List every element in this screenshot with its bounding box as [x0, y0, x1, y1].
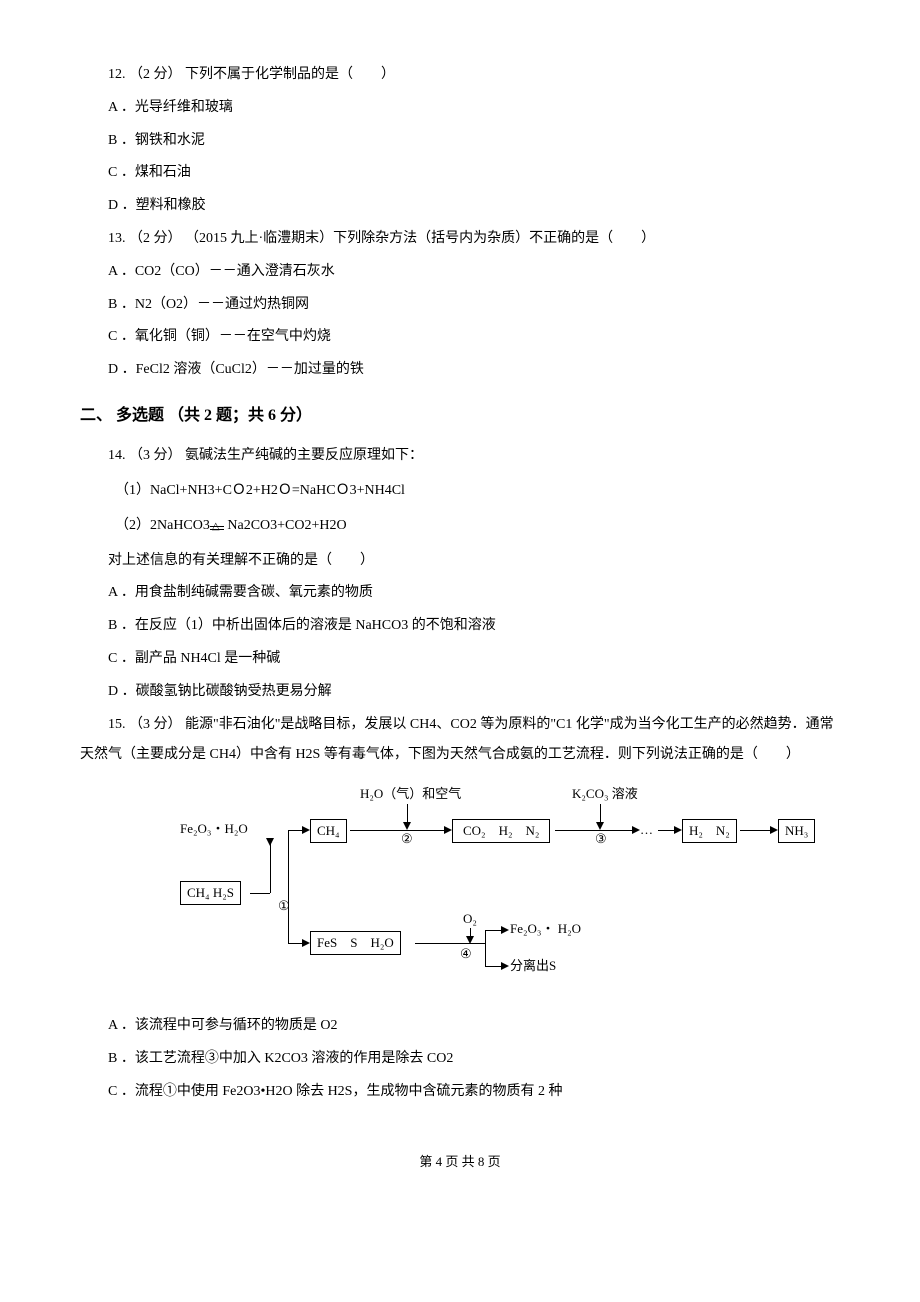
- q14-formula-1: （1）NaCl+NH3+CＯ2+H2Ｏ=NaHCＯ3+NH4Cl: [80, 476, 840, 507]
- q15-option-a: A ．该流程中可参与循环的物质是 O2: [80, 1011, 840, 1042]
- q14-formula-2-right: Na2CO3+CO2+H2O: [224, 518, 347, 533]
- label-k2co3: K₂CO₃ 溶液: [572, 786, 638, 802]
- box-ch4: CH₄: [310, 819, 347, 843]
- section-2-header: 二、 多选题 （共 2 题；共 6 分）: [80, 398, 840, 433]
- q12-option-c: C ．煤和石油: [80, 158, 840, 189]
- q13-option-c: C ．氧化铜（铜）－－在空气中灼烧: [80, 322, 840, 353]
- out-separate-s: 分离出S: [510, 958, 556, 974]
- box-h2-n2: H₂ N₂: [682, 819, 737, 843]
- q13-option-d: D ．FeCl2 溶液（CuCl2）－－加过量的铁: [80, 355, 840, 386]
- dots: …: [640, 822, 655, 838]
- box-nh3: NH₃: [778, 819, 815, 843]
- box-fes: FeS S H₂O: [310, 931, 401, 955]
- q13-stem: 13. （2 分） （2015 九上·临澧期末）下列除杂方法（括号内为杂质）不正…: [80, 224, 840, 255]
- label-o2: O₂: [463, 911, 477, 927]
- circled-3: ③: [595, 831, 607, 847]
- q15-option-c: C ．流程①中使用 Fe2O3•H2O 除去 H2S，生成物中含硫元素的物质有 …: [80, 1077, 840, 1108]
- page-footer: 第 4 页 共 8 页: [80, 1148, 840, 1177]
- out-fe2o3: Fe₂O₃・ H₂O: [510, 921, 581, 937]
- q14-option-d: D ．碳酸氢钠比碳酸钠受热更易分解: [80, 677, 840, 708]
- circled-2: ②: [401, 831, 413, 847]
- q12-option-a: A ．光导纤维和玻璃: [80, 93, 840, 124]
- process-flowchart: H₂O（气）和空气 K₂CO₃ 溶液 Fe₂O₃・H₂O CH₄ CO₂ H₂ …: [180, 786, 830, 996]
- q14-formula-2: （2）2NaHCO3△ Na2CO3+CO2+H2O: [80, 511, 840, 542]
- q12-option-b: B ．钢铁和水泥: [80, 126, 840, 157]
- q14-stem: 14. （3 分） 氨碱法生产纯碱的主要反应原理如下：: [80, 441, 840, 472]
- box-input: CH₄ H₂S: [180, 881, 241, 905]
- circled-4: ④: [460, 946, 472, 962]
- label-h2o-air: H₂O（气）和空气: [360, 786, 461, 802]
- q14-formula-2-left: （2）2NaHCO3: [115, 518, 210, 533]
- box-co2-h2-n2: CO₂ H₂ N₂: [452, 819, 550, 843]
- label-fe2o3-h2o: Fe₂O₃・H₂O: [180, 821, 248, 837]
- q14-option-b: B ．在反应（1）中析出固体后的溶液是 NaHCO3 的不饱和溶液: [80, 611, 840, 642]
- q15-stem: 15. （3 分） 能源"非石油化"是战略目标，发展以 CH4、CO2 等为原料…: [80, 710, 840, 772]
- q13-option-b: B ．N2（O2）－－通过灼热铜网: [80, 290, 840, 321]
- q15-option-b: B ．该工艺流程③中加入 K2CO3 溶液的作用是除去 CO2: [80, 1044, 840, 1075]
- q12-option-d: D ．塑料和橡胶: [80, 191, 840, 222]
- q12-stem: 12. （2 分） 下列不属于化学制品的是（ ）: [80, 60, 840, 91]
- q14-option-a: A ．用食盐制纯碱需要含碳、氧元素的物质: [80, 578, 840, 609]
- q14-analysis: 对上述信息的有关理解不正确的是（ ）: [80, 546, 840, 577]
- q14-option-c: C ．副产品 NH4Cl 是一种碱: [80, 644, 840, 675]
- q13-option-a: A ．CO2（CO）－－通入澄清石灰水: [80, 257, 840, 288]
